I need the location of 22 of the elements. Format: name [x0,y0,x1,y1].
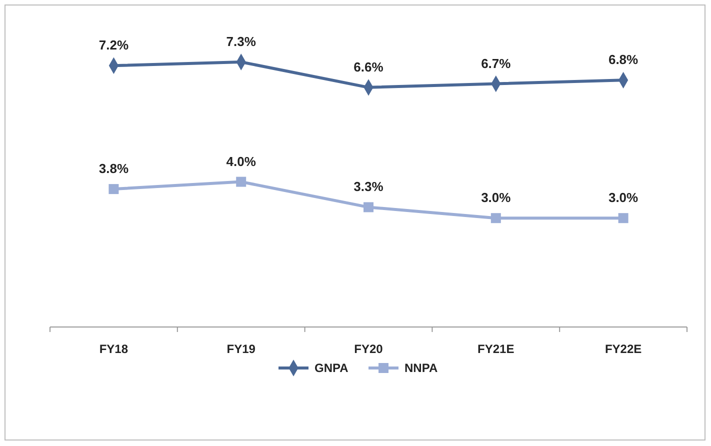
data-label: 6.8% [608,52,639,68]
data-label: 6.7% [481,56,512,71]
point [236,176,246,187]
point [490,213,501,224]
legend-label: GNPA [314,361,349,375]
data-label: 3.0% [481,190,512,206]
data-label: 3.3% [354,179,384,194]
point [364,202,374,212]
data-label: 3.8% [98,161,129,176]
data-label: 6.6% [354,59,384,74]
point [108,184,119,194]
x-tick-label: FY19 [226,342,256,356]
legend-label: NNPA [404,361,438,375]
data-label: 7.3% [226,34,256,49]
x-tick-label: FY20 [354,342,384,356]
x-tick-label: FY21E [478,342,514,356]
data-label: 7.2% [98,38,129,53]
data-label: 3.0% [608,190,639,206]
x-tick-label: FY22E [604,342,642,356]
point [618,213,628,224]
x-tick-label: FY18 [99,342,128,356]
data-label: 4.0% [226,154,256,169]
